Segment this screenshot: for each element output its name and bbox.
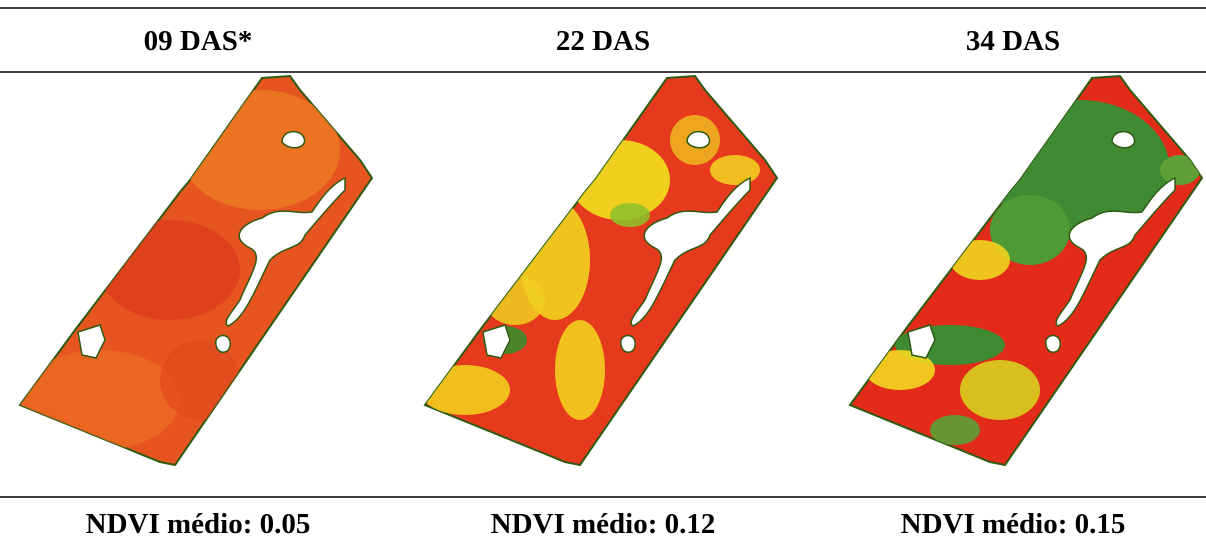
panel-caption: NDVI médio: 0.12: [491, 508, 716, 540]
ndvi-map: [424, 75, 778, 466]
ndvi-map: [849, 75, 1203, 466]
panel-caption: NDVI médio: 0.15: [901, 508, 1126, 540]
panel-title: 09 DAS*: [144, 25, 253, 57]
panel-title: 34 DAS: [966, 25, 1060, 57]
panel-title: 22 DAS: [556, 25, 650, 57]
ndvi-map: [19, 75, 373, 466]
panel-caption: NDVI médio: 0.05: [86, 508, 311, 540]
